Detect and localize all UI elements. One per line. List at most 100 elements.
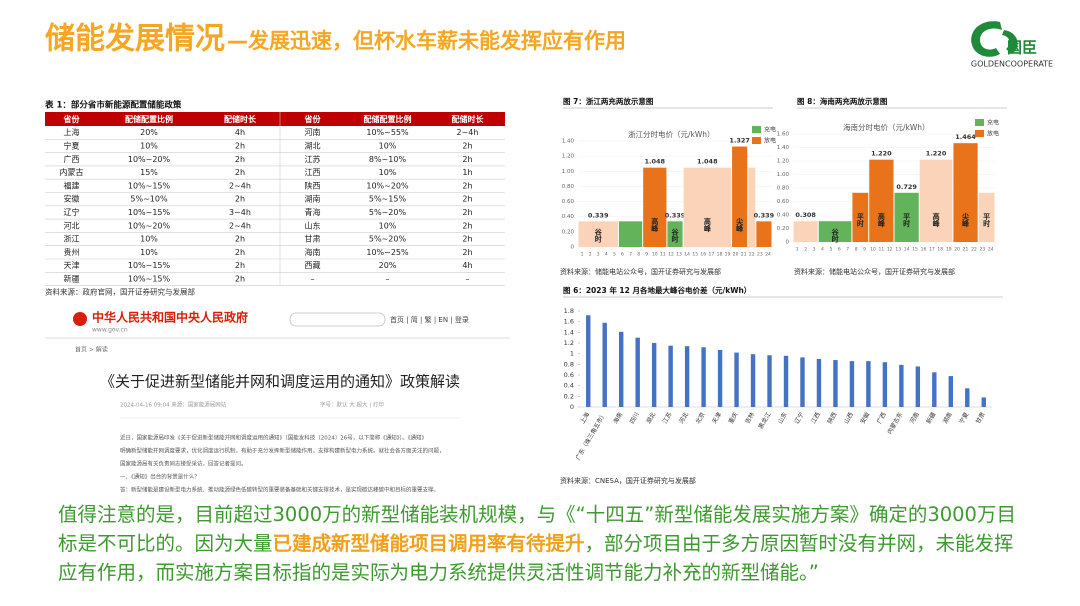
period-label: 高峰 — [932, 212, 941, 228]
article-paragraph: 明确新型储能并网调度要求，优化调度运行机制，有助于充分发挥新型储能作用，支撑构建… — [120, 447, 445, 455]
value-label: 1.327 — [729, 137, 750, 145]
legend-label: 放电 — [987, 130, 999, 138]
value-label: 1.048 — [697, 158, 718, 166]
figure-source: 资料来源：CNESA，国开证券研究与发展部 — [560, 476, 696, 485]
y-tick-label: 1.00 — [777, 172, 790, 178]
x-tick-label: 北京 — [694, 411, 707, 425]
legend-label: 充电 — [987, 119, 999, 127]
x-tick-label: 24 — [765, 252, 771, 258]
value-label: 1.048 — [645, 158, 666, 166]
bar — [965, 388, 970, 407]
column-header: 配储配置比例 — [125, 114, 173, 124]
bar — [668, 345, 673, 407]
table-cell: 安徽 — [64, 194, 80, 204]
x-tick-label: 13 — [895, 247, 901, 253]
bar — [701, 347, 706, 407]
table-cell: 河南 — [305, 127, 321, 137]
legend-swatch — [752, 137, 761, 144]
y-tick-label: 1.20 — [777, 159, 790, 165]
article-meta: 2024-04-16 09:04 来源：国家能源局网站 — [120, 401, 227, 409]
x-tick-label: 8 — [637, 252, 640, 258]
article-tools: 字号：默认 大 超大 | 打印 — [320, 401, 384, 409]
table-cell: 福建 — [64, 180, 80, 190]
logo-swirl — [971, 21, 1002, 57]
slide-title: 储能发展情况 — [45, 22, 225, 57]
bar — [602, 322, 607, 407]
figure-title: 图 6：2023 年 12 月各地最大峰谷电价差（元/kWh） — [563, 285, 751, 295]
table-cell: 贵州 — [64, 247, 80, 257]
y-tick-label: 0.80 — [562, 184, 575, 190]
table-cell: 10% — [140, 235, 158, 244]
y-tick-label: 0 — [570, 403, 574, 411]
column-header: 省份 — [304, 114, 322, 124]
logo-mark: 国臣 — [1007, 39, 1037, 57]
table-cell: 陕西 — [305, 180, 321, 190]
table-cell: 10%~15% — [128, 208, 171, 217]
legend-label: 放电 — [764, 137, 776, 145]
site-url: www.gov.cn — [92, 327, 128, 334]
table-source: 资料来源：政府官网，国开证券研究与发展部 — [45, 287, 195, 297]
logo-name: GOLDENCOOPERATE — [971, 60, 1053, 69]
table-cell: 2h — [462, 235, 472, 244]
article-paragraph: 国家能源局有关负责同志接受采访，回答记者提问。 — [120, 460, 247, 468]
article-paragraph: 近日，国家能源局印发《关于促进新型储能并网和调度运用的通知》（国能发科技〔202… — [120, 434, 427, 442]
bar — [932, 372, 937, 407]
x-tick-label: 16 — [700, 252, 706, 258]
price-segment — [869, 159, 894, 242]
value-label: 0.729 — [896, 183, 917, 191]
table-cell: 10% — [140, 141, 158, 150]
table-cell: – — [386, 274, 390, 283]
breadcrumb: 首页 > 解读 — [75, 346, 108, 354]
table-cell: 新疆 — [64, 273, 80, 283]
price-segment — [852, 192, 869, 242]
x-tick-label: 2 — [804, 247, 807, 253]
x-tick-label: 广西 — [875, 411, 888, 425]
table-cell: 2~4h — [229, 221, 251, 230]
value-label: 1.220 — [926, 150, 947, 158]
site-name: 中华人民共和国中央人民政府 — [92, 310, 248, 325]
y-tick-label: 1.20 — [562, 154, 575, 160]
x-tick-label: 23 — [980, 247, 986, 253]
bar — [586, 315, 591, 407]
price-segment — [978, 192, 995, 242]
table-cell: 浙江 — [64, 234, 80, 244]
table-cell: 广西 — [64, 154, 80, 164]
price-segment — [683, 167, 732, 247]
x-tick-label: 3 — [813, 247, 816, 253]
table-cell: 辽宁 — [64, 207, 80, 217]
y-tick-label: 0.20 — [777, 226, 790, 232]
table-cell: 2h — [462, 221, 472, 230]
y-tick-label: 1.4 — [564, 328, 574, 336]
bar — [767, 355, 772, 407]
table-cell: 5%~20% — [369, 208, 407, 217]
slide-subtitle: —发展迅速，但杯水车薪未能发挥应有作用 — [227, 29, 626, 53]
x-tick-label: 宁夏 — [957, 411, 970, 425]
legend-swatch — [752, 126, 761, 133]
period-label: 谷时 — [831, 227, 840, 243]
table-cell: 2~4h — [229, 181, 251, 190]
emblem — [73, 312, 87, 326]
table-cell: 2h — [235, 274, 245, 283]
y-tick-label: 1.6 — [564, 318, 574, 326]
x-tick-label: 湖北 — [644, 411, 657, 425]
table-cell: 湖南 — [305, 194, 321, 204]
x-tick-label: 17 — [709, 252, 715, 258]
x-tick-label: 22 — [971, 247, 977, 253]
x-tick-label: 14 — [904, 247, 910, 253]
table-cell: 20% — [379, 261, 397, 270]
x-tick-label: 辽宁 — [793, 411, 806, 425]
article-paragraph: 一、《通知》出台的背景是什么？ — [120, 473, 200, 481]
bar — [833, 360, 838, 407]
table-cell: 江苏 — [305, 154, 321, 164]
period-label: 平时 — [983, 213, 991, 228]
logo: 国臣 GOLDENCOOPERATE — [971, 21, 1053, 69]
table-cell: 2h — [462, 195, 472, 204]
y-tick-label: 0.60 — [562, 199, 575, 205]
table-cell: 20% — [140, 128, 158, 137]
x-tick-label: 9 — [863, 247, 866, 253]
x-tick-label: 1 — [581, 252, 584, 258]
y-tick-label: 1.2 — [564, 339, 574, 347]
article-heading: 《关于促进新型储能并网和调度运用的通知》政策解读 — [100, 373, 460, 391]
x-tick-label: 重庆 — [727, 411, 740, 425]
x-tick-label: 3 — [597, 252, 600, 258]
